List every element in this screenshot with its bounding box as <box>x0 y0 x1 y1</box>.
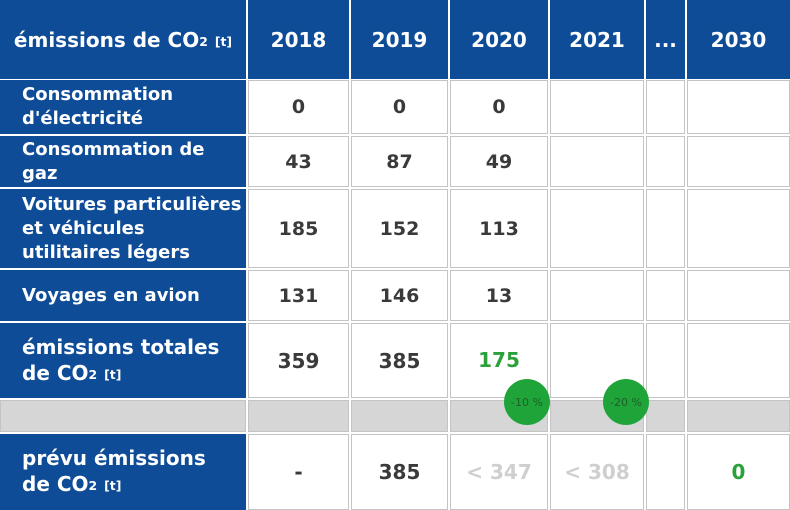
cell-vehicles-2018: 185 <box>248 189 349 268</box>
row-label-electricity-text: Consommation d'électricité <box>22 84 174 129</box>
cell-electricity-2019: 0 <box>351 80 448 134</box>
separator-cell <box>687 400 790 432</box>
cell-total-2018: 359 <box>248 323 349 398</box>
row-label-flights-text: Voyages en avion <box>22 284 200 306</box>
reduction-badge-2021: -20 % <box>603 379 649 425</box>
header-year-2021: 2021 <box>550 0 644 79</box>
cell-planned-ellipsis <box>646 434 685 510</box>
header-year-2019: 2019 <box>351 0 448 79</box>
cell-gas-2018: 43 <box>248 136 349 187</box>
cell-flights-ellipsis <box>646 270 685 321</box>
row-label-total-text: émissions totales de CO2 [t] <box>22 334 220 385</box>
cell-planned-2020: < 347 <box>450 434 548 510</box>
cell-total-2020: 175 <box>450 323 548 398</box>
cell-vehicles-ellipsis <box>646 189 685 268</box>
header-year-2030: 2030 <box>687 0 790 79</box>
row-label-vehicles-text: Voitures particulières et véhicules util… <box>22 193 242 263</box>
cell-planned-2021: < 308 <box>550 434 644 510</box>
header-label-cell: émissions de CO2 [t] <box>0 0 246 79</box>
cell-vehicles-2030 <box>687 189 790 268</box>
cell-flights-2018: 131 <box>248 270 349 321</box>
row-label-electricity: Consommation d'électricité <box>0 80 246 134</box>
cell-gas-2019: 87 <box>351 136 448 187</box>
cell-vehicles-2020: 113 <box>450 189 548 268</box>
cell-planned-2019: 385 <box>351 434 448 510</box>
cell-vehicles-2019: 152 <box>351 189 448 268</box>
cell-vehicles-2021 <box>550 189 644 268</box>
cell-gas-2030 <box>687 136 790 187</box>
row-label-total: émissions totales de CO2 [t] <box>0 323 246 398</box>
row-label-gas: Consommation de gaz <box>0 136 246 187</box>
row-label-gas-text: Consommation de gaz <box>22 138 205 184</box>
cell-flights-2020: 13 <box>450 270 548 321</box>
row-label-planned-text: prévu émissions de CO2 [t] <box>22 446 206 496</box>
header-year-2020: 2020 <box>450 0 548 79</box>
cell-flights-2021 <box>550 270 644 321</box>
cell-gas-2020: 49 <box>450 136 548 187</box>
header-label: émissions de CO2 [t] <box>13 27 233 52</box>
cell-total-2019: 385 <box>351 323 448 398</box>
header-year-2018: 2018 <box>248 0 349 79</box>
cell-electricity-2018: 0 <box>248 80 349 134</box>
cell-electricity-2020: 0 <box>450 80 548 134</box>
cell-electricity-ellipsis <box>646 80 685 134</box>
header-ellipsis: ... <box>646 0 685 79</box>
separator-cell <box>0 400 246 432</box>
cell-gas-2021 <box>550 136 644 187</box>
cell-electricity-2021 <box>550 80 644 134</box>
cell-planned-2030: 0 <box>687 434 790 510</box>
cell-flights-2030 <box>687 270 790 321</box>
separator-cell <box>646 400 685 432</box>
reduction-badge-2020: -10 % <box>504 379 550 425</box>
row-label-planned: prévu émissions de CO2 [t] <box>0 434 246 510</box>
cell-planned-2018: - <box>248 434 349 510</box>
row-label-vehicles: Voitures particulières et véhicules util… <box>0 189 246 268</box>
cell-electricity-2030 <box>687 80 790 134</box>
row-label-flights: Voyages en avion <box>0 270 246 321</box>
cell-total-ellipsis <box>646 323 685 398</box>
separator-cell <box>351 400 448 432</box>
cell-total-2030 <box>687 323 790 398</box>
separator-cell <box>248 400 349 432</box>
cell-flights-2019: 146 <box>351 270 448 321</box>
cell-gas-ellipsis <box>646 136 685 187</box>
